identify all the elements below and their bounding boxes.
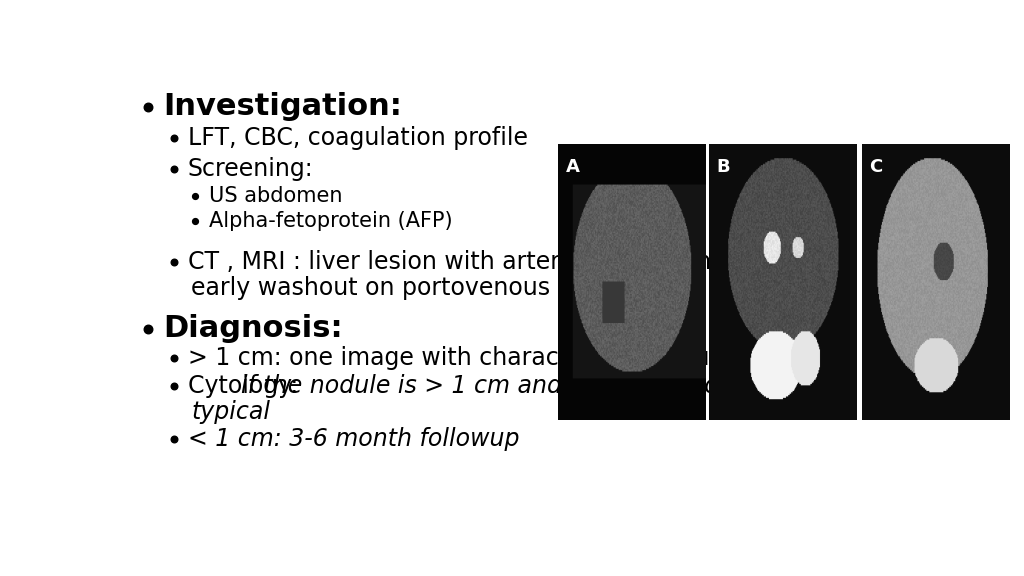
Text: A: A <box>565 158 580 176</box>
Text: LFT, CBC, coagulation profile: LFT, CBC, coagulation profile <box>187 126 527 150</box>
Text: CT , MRI : liver lesion with arterial enhancement and: CT , MRI : liver lesion with arterial en… <box>187 250 810 274</box>
Text: Diagnosis:: Diagnosis: <box>164 314 343 343</box>
Text: C: C <box>869 158 882 176</box>
Text: B: B <box>717 158 730 176</box>
Text: Screening:: Screening: <box>187 157 313 181</box>
Text: early washout on portovenous phase: early washout on portovenous phase <box>191 276 630 300</box>
Text: if the nodule is > 1 cm and feature is not: if the nodule is > 1 cm and feature is n… <box>242 374 728 398</box>
Text: Investigation:: Investigation: <box>164 92 402 122</box>
Text: < 1 cm: 3-6 month followup: < 1 cm: 3-6 month followup <box>187 427 519 452</box>
Text: > 1 cm: one image with characteristic feature: > 1 cm: one image with characteristic fe… <box>187 346 733 370</box>
Text: typical: typical <box>191 400 270 423</box>
Text: Alpha-fetoprotein (AFP): Alpha-fetoprotein (AFP) <box>209 211 453 231</box>
Text: Cytology:: Cytology: <box>187 374 305 398</box>
Text: US abdomen: US abdomen <box>209 185 342 206</box>
